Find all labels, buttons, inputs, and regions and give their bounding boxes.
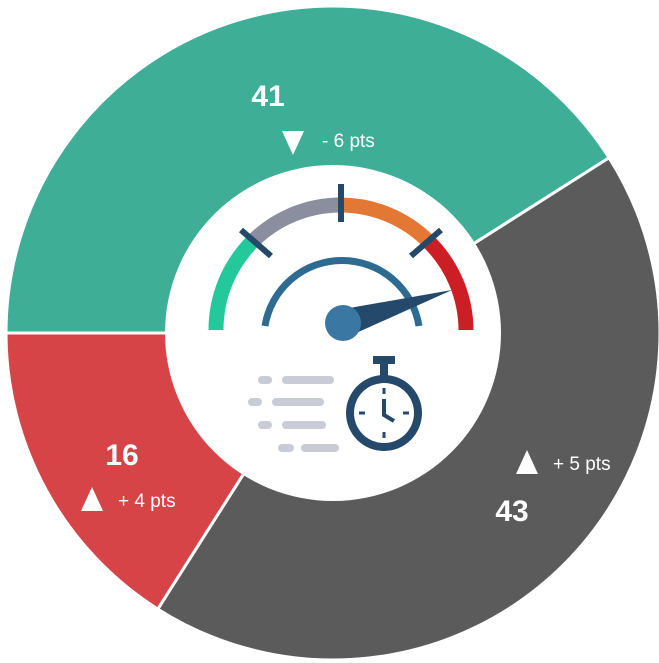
labels: 41 - 6 pts 43 + 5 pts 16 + 4 pts xyxy=(81,80,611,528)
change-marker xyxy=(81,487,103,511)
change-marker xyxy=(282,131,304,155)
value-label: 16 xyxy=(105,439,138,472)
change-label: + 5 pts xyxy=(553,454,611,475)
change-label: - 6 pts xyxy=(322,131,375,152)
speed-icon xyxy=(208,184,474,452)
change-label: + 4 pts xyxy=(118,491,176,512)
value-label: 41 xyxy=(251,80,284,113)
slices xyxy=(4,4,659,662)
value-label: 43 xyxy=(495,495,528,528)
change-marker xyxy=(516,450,538,474)
